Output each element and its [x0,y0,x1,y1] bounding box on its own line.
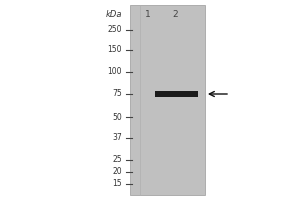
Text: 2: 2 [172,10,178,19]
Text: 37: 37 [112,134,122,142]
Text: 20: 20 [112,168,122,176]
Bar [155,91,198,97]
Text: 25: 25 [112,156,122,164]
Text: 150: 150 [107,46,122,54]
Text: 50: 50 [112,112,122,121]
Text: 15: 15 [112,180,122,188]
Text: kDa: kDa [106,10,122,19]
Text: 100: 100 [107,68,122,76]
Text: 250: 250 [107,25,122,34]
Bar [130,5,205,195]
Text: 75: 75 [112,90,122,98]
Text: 1: 1 [145,10,151,19]
